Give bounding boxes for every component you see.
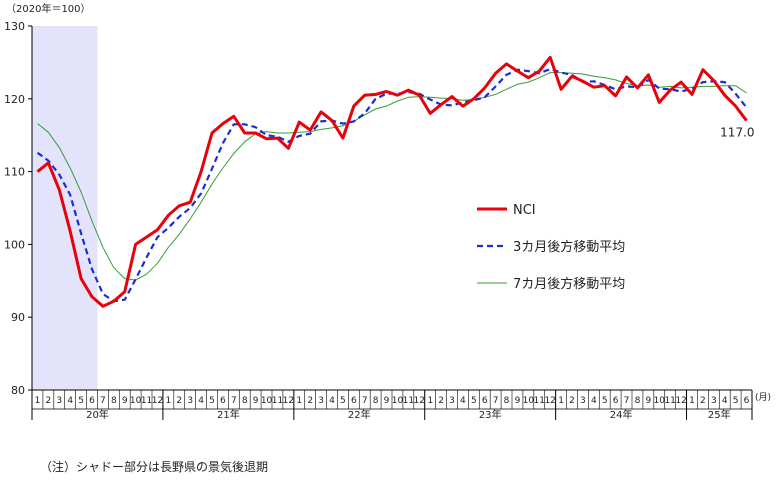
x-tick-label: 12 xyxy=(152,396,163,406)
annotation-label: 117.0 xyxy=(720,126,754,140)
x-tick-label: 1 xyxy=(427,396,433,406)
x-tick-label: 7 xyxy=(362,396,368,406)
year-label: 23年 xyxy=(479,408,502,421)
y-tick-label: 90 xyxy=(11,311,25,324)
x-tick-label: 8 xyxy=(373,396,379,406)
x-tick-label: 5 xyxy=(602,396,608,406)
series-line-0 xyxy=(36,55,748,308)
x-tick-label: 5 xyxy=(78,396,84,406)
x-tick-label: 6 xyxy=(613,396,619,406)
x-tick-label: 6 xyxy=(744,396,750,406)
x-tick-label: 10 xyxy=(523,396,535,406)
x-tick-label: 9 xyxy=(253,396,259,406)
x-tick-label: 12 xyxy=(675,396,686,406)
x-tick-label: 1 xyxy=(558,396,564,406)
y-tick-label: 110 xyxy=(4,166,25,179)
x-tick-label: 9 xyxy=(384,396,390,406)
y-tick-label: 120 xyxy=(4,93,25,106)
x-tick-label: 10 xyxy=(130,396,142,406)
x-tick-label: 2 xyxy=(700,396,706,406)
x-tick-label: 12 xyxy=(414,396,425,406)
x-tick-label: 10 xyxy=(261,396,273,406)
x-tick-label: 4 xyxy=(460,396,466,406)
x-tick-label: 8 xyxy=(242,396,248,406)
x-tick-label: 4 xyxy=(722,396,728,406)
x-tick-label: 2 xyxy=(45,396,51,406)
x-tick-label: 12 xyxy=(283,396,294,406)
x-tick-label: 4 xyxy=(67,396,73,406)
x-tick-label: 4 xyxy=(591,396,597,406)
legend-label-0: NCI xyxy=(513,203,536,218)
x-tick-label: 8 xyxy=(111,396,117,406)
x-tick-label: 7 xyxy=(100,396,106,406)
year-label: 25年 xyxy=(708,408,731,421)
series-line-2 xyxy=(37,72,747,281)
x-tick-label: 3 xyxy=(711,396,717,406)
x-tick-label: 3 xyxy=(187,396,193,406)
x-tick-label: 8 xyxy=(635,396,641,406)
x-tick-label: 5 xyxy=(209,396,215,406)
x-tick-label: 11 xyxy=(664,396,675,406)
x-tick-label: 2 xyxy=(307,396,313,406)
year-label: 20年 xyxy=(86,408,109,421)
x-tick-label: 4 xyxy=(198,396,204,406)
x-tick-label: 9 xyxy=(645,396,651,406)
x-tick-label: 6 xyxy=(351,396,357,406)
year-label: 22年 xyxy=(348,408,371,421)
x-tick-label: 10 xyxy=(654,396,666,406)
x-tick-label: 3 xyxy=(56,396,62,406)
y-tick-label: 80 xyxy=(11,384,25,397)
x-tick-label: 2 xyxy=(569,396,575,406)
x-tick-label: 9 xyxy=(122,396,128,406)
x-tick-label: 6 xyxy=(89,396,95,406)
month-unit-label: (月) xyxy=(755,392,771,403)
x-tick-label: 5 xyxy=(471,396,477,406)
x-tick-label: 6 xyxy=(220,396,226,406)
x-tick-label: 7 xyxy=(231,396,237,406)
x-tick-label: 3 xyxy=(318,396,324,406)
x-tick-label: 1 xyxy=(165,396,171,406)
x-tick-label: 3 xyxy=(449,396,455,406)
y-tick-label: 100 xyxy=(4,238,25,251)
x-tick-label: 6 xyxy=(482,396,488,406)
x-tick-label: 11 xyxy=(534,396,545,406)
x-tick-label: 7 xyxy=(624,396,630,406)
x-tick-label: 1 xyxy=(296,396,302,406)
x-tick-label: 3 xyxy=(580,396,586,406)
y-tick-label: 130 xyxy=(4,20,25,33)
x-tick-label: 11 xyxy=(272,396,283,406)
x-tick-label: 2 xyxy=(176,396,182,406)
footnote: （注）シャドー部分は長野県の景気後退期 xyxy=(40,460,269,474)
year-label: 24年 xyxy=(610,408,633,421)
x-tick-label: 1 xyxy=(35,396,41,406)
x-tick-label: 5 xyxy=(340,396,346,406)
y-unit-label: （2020年＝100） xyxy=(6,2,91,15)
x-tick-label: 2 xyxy=(438,396,444,406)
x-tick-label: 7 xyxy=(493,396,499,406)
legend-label-2: 7カ月後方移動平均 xyxy=(513,276,625,292)
x-tick-label: 9 xyxy=(515,396,521,406)
legend-label-1: 3カ月後方移動平均 xyxy=(513,239,625,255)
x-tick-label: 10 xyxy=(392,396,404,406)
x-tick-label: 11 xyxy=(141,396,152,406)
x-tick-label: 5 xyxy=(733,396,739,406)
year-label: 21年 xyxy=(217,408,240,421)
x-tick-label: 11 xyxy=(403,396,414,406)
x-tick-label: 8 xyxy=(504,396,510,406)
x-tick-label: 12 xyxy=(544,396,555,406)
x-tick-label: 4 xyxy=(329,396,335,406)
x-tick-label: 1 xyxy=(689,396,695,406)
